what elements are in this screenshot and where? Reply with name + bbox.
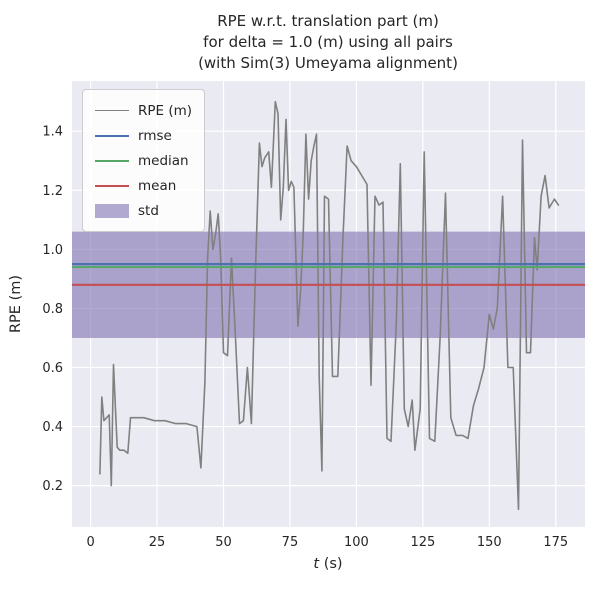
legend-label-median: median	[138, 152, 189, 169]
legend-entry-rmse: rmse	[95, 123, 192, 148]
rpe-series-line	[99, 100, 560, 511]
x-tick-label: 175	[543, 535, 568, 550]
legend-entry-rpe: RPE (m)	[95, 98, 192, 123]
legend-label-rpe: RPE (m)	[138, 102, 193, 119]
y-tick-label: 0.6	[42, 361, 63, 376]
y-tick-label: 0.8	[42, 302, 63, 317]
x-axis-label-unit: (s)	[319, 556, 342, 572]
x-tick-label: 50	[215, 535, 232, 550]
legend-entry-std: std	[95, 198, 192, 223]
legend-label-mean: mean	[138, 177, 177, 194]
y-tick-label: 0.4	[42, 420, 63, 435]
x-tick-label: 150	[477, 535, 502, 550]
chart-title-line2: for delta = 1.0 (m) using all pairs	[203, 33, 453, 51]
x-tick-label: 125	[410, 535, 435, 550]
legend-entry-median: median	[95, 148, 192, 173]
x-axis-label: t (s)	[313, 556, 342, 572]
std-patch-sample	[95, 203, 129, 218]
y-tick-label: 1.0	[42, 243, 63, 258]
chart-title-line1: RPE w.r.t. translation part (m)	[217, 12, 439, 30]
legend: RPE (m) rmse median mean std	[82, 89, 206, 232]
legend-entry-mean: mean	[95, 173, 192, 198]
plot-layers	[72, 81, 585, 527]
y-axis-label: RPE (m)	[8, 275, 24, 333]
legend-label-std: std	[138, 202, 159, 219]
y-tick-label: 1.2	[42, 184, 63, 199]
tick-labels: 0 25 50 75 100 125 150 175 0.2 0.4 0.6 0.8 1.0 1.2 1.4	[42, 125, 568, 550]
x-tick-label: 75	[282, 535, 299, 550]
chart-title-line3: (with Sim(3) Umeyama alignment)	[198, 54, 458, 72]
y-tick-label: 1.4	[42, 125, 63, 140]
y-tick-label: 0.2	[42, 479, 63, 494]
x-tick-label: 100	[344, 535, 369, 550]
rpe-line-sample	[95, 110, 129, 111]
x-tick-label: 0	[86, 535, 94, 550]
x-tick-label: 25	[149, 535, 166, 550]
legend-label-rmse: rmse	[138, 127, 172, 144]
median-line-sample	[95, 159, 129, 162]
x-axis-label-var: t	[313, 556, 320, 572]
rmse-line-sample	[95, 134, 129, 137]
mean-line-sample	[95, 184, 129, 187]
